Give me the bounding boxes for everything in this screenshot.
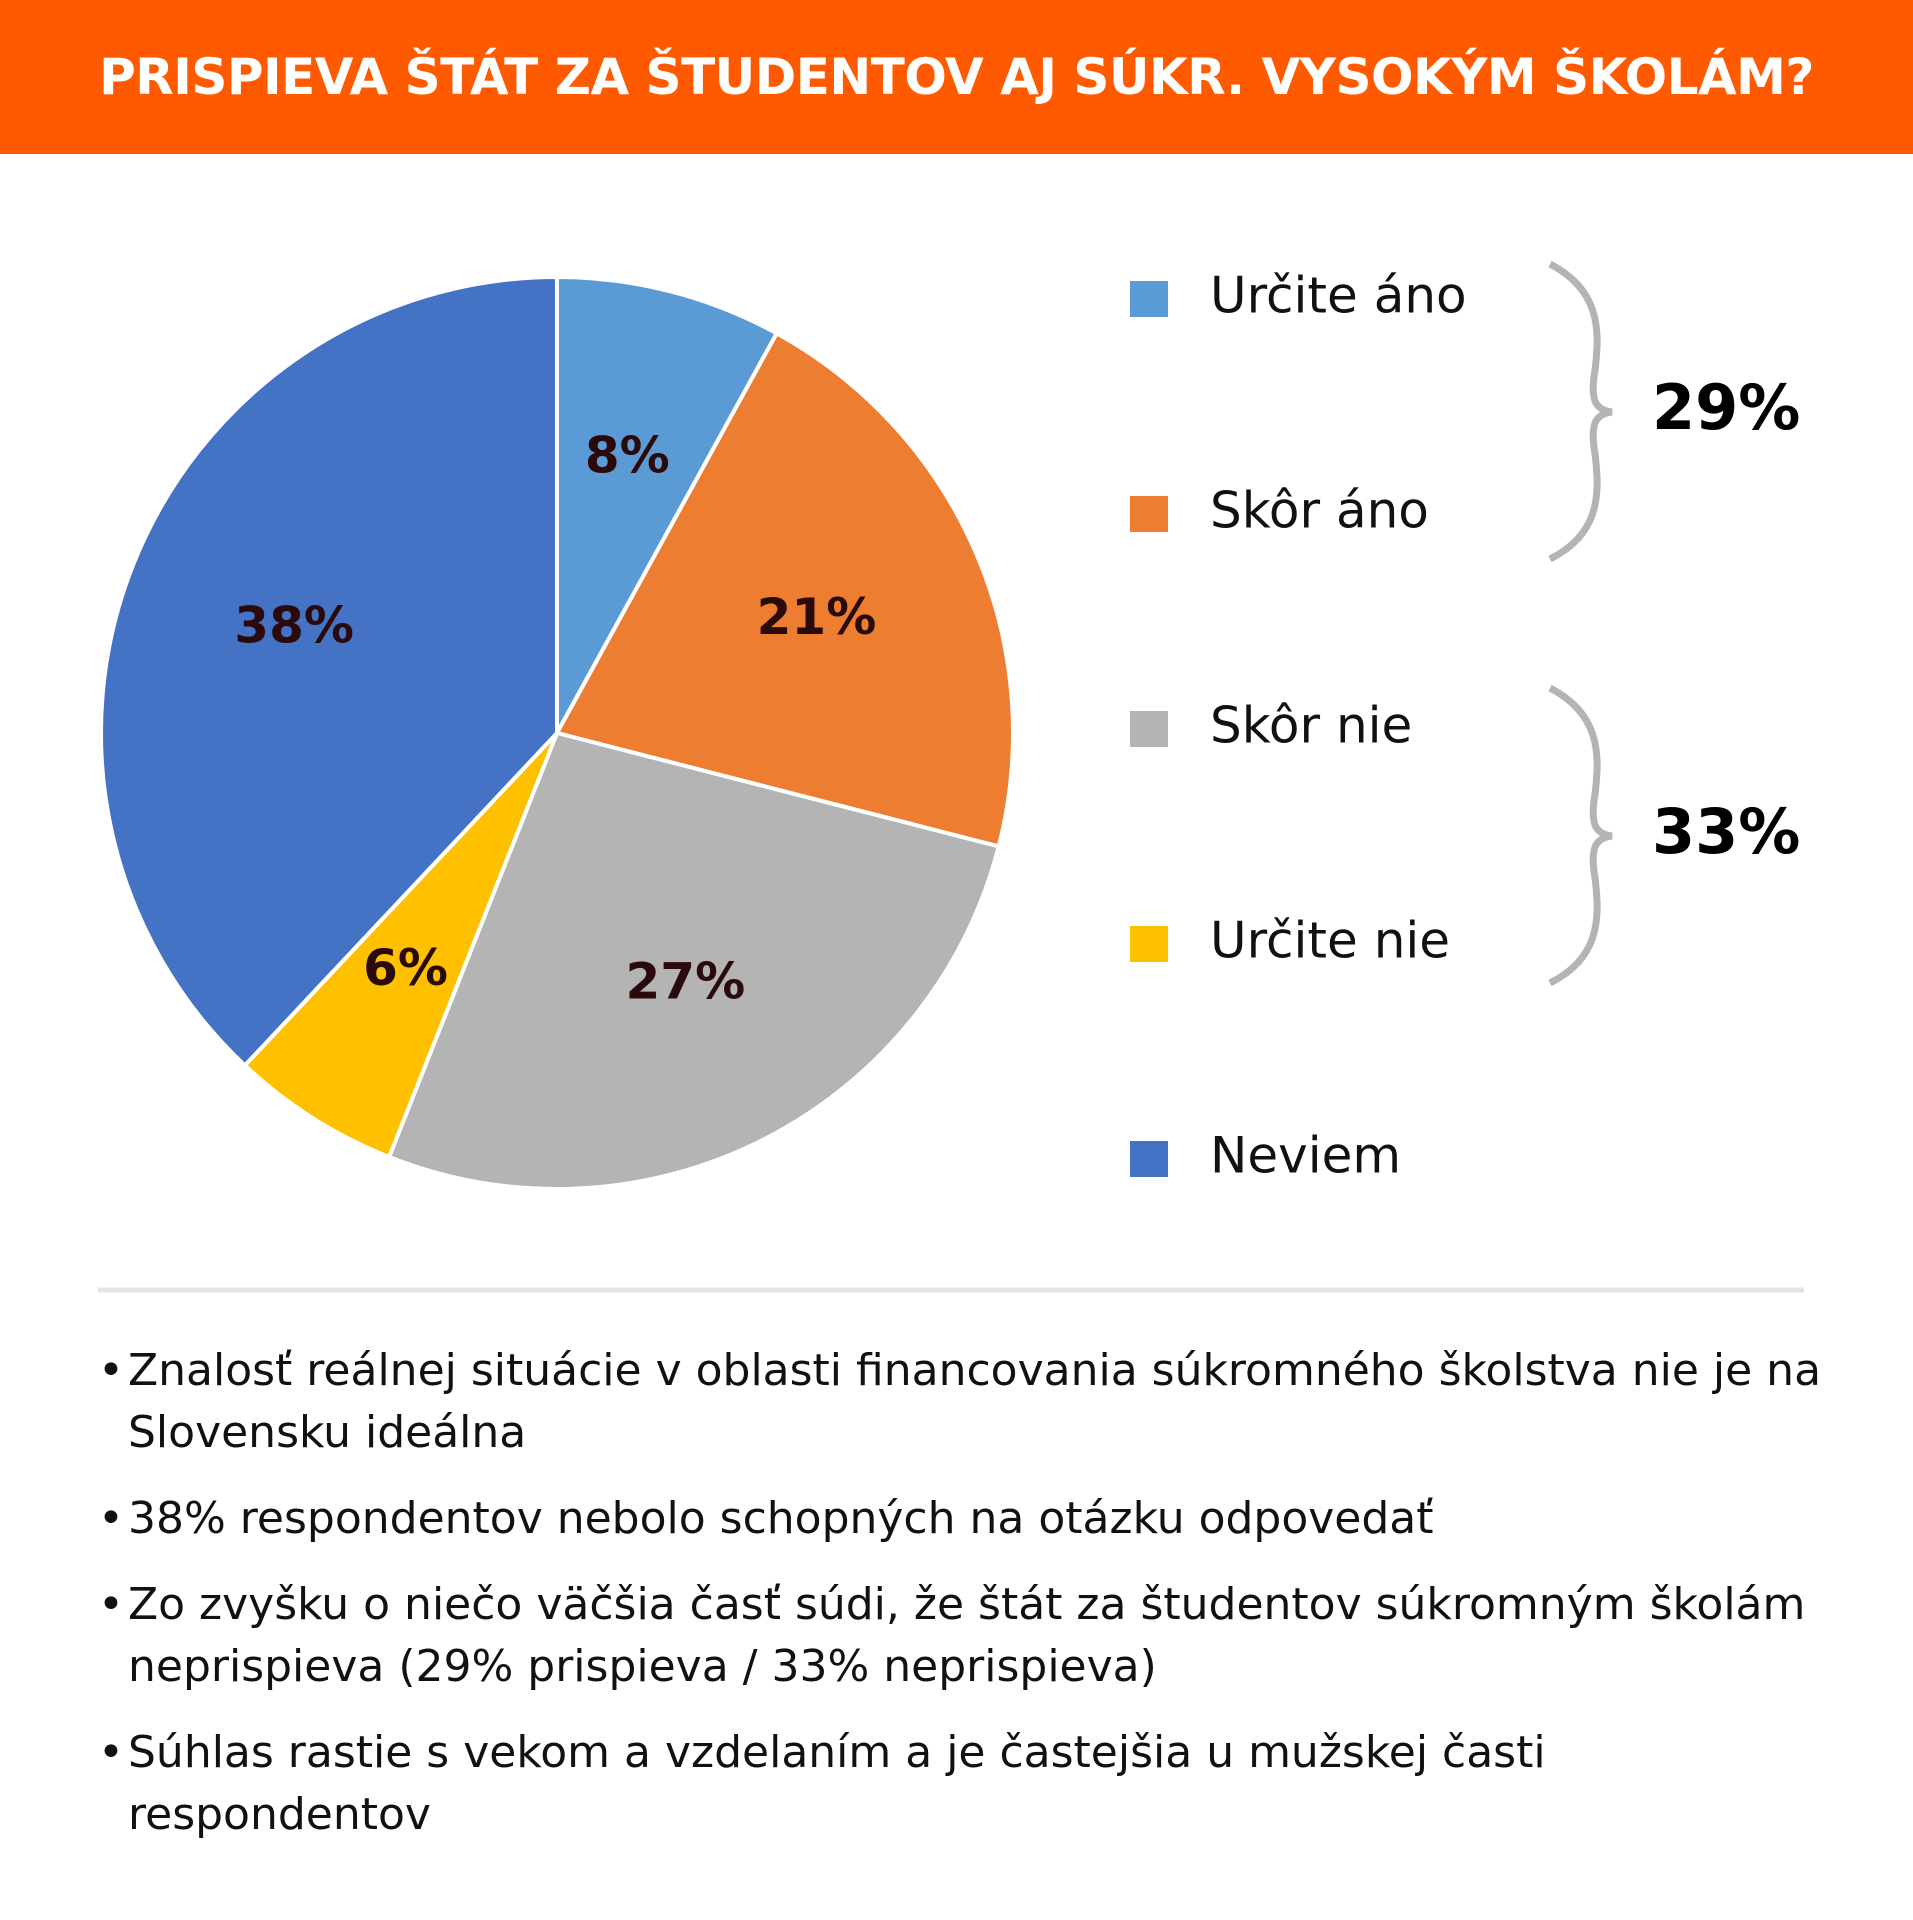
data-label: 21% [757,588,877,646]
pie-slice [554,330,1015,849]
legend-swatch [1130,926,1168,962]
legend-swatch [1130,496,1168,532]
data-label: 38% [234,596,354,654]
legend-label: Skôr nie [1210,697,1412,755]
chart: 29% 33% 8% Určite áno 21% Skôr áno 27% Skôr n… [98,260,1804,1293]
data-label: 27% [626,952,746,1010]
legend-swatch [1130,281,1168,317]
header: PRISPIEVA ŠTÁT ZA ŠTUDENTOV AJ SÚKR. VYS… [0,0,1913,154]
pie-slice [386,730,1002,1191]
note: Znalosť reálnej situácie v oblasti finan… [98,1340,1828,1464]
note: Súhlas rastie s vekom a vzdelaním a je č… [98,1722,1828,1846]
group-brace [1548,684,1613,987]
legend-label: Určite nie [1210,912,1450,970]
legend-label: Neviem [1210,1127,1401,1185]
data-label: 8% [585,427,670,485]
legend-label: Určite áno [1210,267,1467,325]
chart-title: PRISPIEVA ŠTÁT ZA ŠTUDENTOV AJ SÚKR. VYS… [99,48,1814,106]
pie-slice [99,274,559,1069]
note: Zo zvyšku o niečo väčšia časť súdi, že š… [98,1574,1828,1698]
group-brace [1548,260,1613,563]
data-label: 6% [363,939,448,997]
legend-label: Skôr áno [1210,482,1429,540]
group-label: 29% [1652,371,1800,444]
note: 38% respondentov nebolo schopných na otá… [98,1488,1828,1550]
legend-swatch [1130,711,1168,747]
group-label: 33% [1652,795,1800,868]
pie-slice [555,274,780,734]
notes: Znalosť reálnej situácie v oblasti finan… [98,1340,1828,1870]
legend-swatch [1130,1141,1168,1177]
pie-slice [242,731,559,1160]
